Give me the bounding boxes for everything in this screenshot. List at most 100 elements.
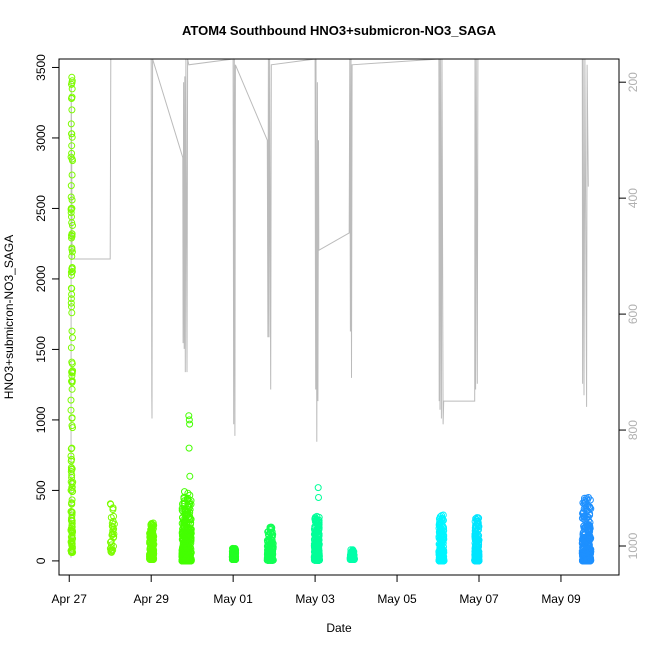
data-point xyxy=(265,528,272,536)
x-tick-label: May 01 xyxy=(213,592,253,606)
chart-title: ATOM4 Southbound HNO3+submicron-NO3_SAGA xyxy=(182,23,497,38)
data-point xyxy=(181,546,188,554)
data-point xyxy=(110,525,118,533)
data-point xyxy=(67,295,75,303)
data-point xyxy=(587,505,595,513)
scatter-points-layer xyxy=(67,73,595,565)
data-point xyxy=(437,531,445,539)
data-point xyxy=(68,142,76,150)
data-point xyxy=(583,494,591,502)
data-point xyxy=(180,554,188,562)
data-point xyxy=(68,528,76,536)
x-tick-label: May 05 xyxy=(377,592,417,606)
data-point xyxy=(67,452,75,460)
data-point xyxy=(68,77,76,85)
data-point xyxy=(438,557,446,565)
pressure-trace-layer xyxy=(70,58,589,558)
data-point xyxy=(109,504,117,512)
point-cluster xyxy=(178,412,195,565)
data-point xyxy=(68,271,75,279)
data-point xyxy=(185,504,193,512)
data-point xyxy=(68,542,76,550)
secondary-y-axis: 200 400 600 800 1000 xyxy=(619,72,640,559)
x-tick-label: Apr 27 xyxy=(52,592,88,606)
data-point xyxy=(68,171,76,179)
data-point xyxy=(67,299,75,307)
data-point xyxy=(267,536,275,544)
data-point xyxy=(107,541,115,549)
y-tick-label: 3000 xyxy=(34,124,48,151)
data-point xyxy=(184,496,192,504)
y2-tick-label: 600 xyxy=(626,304,640,324)
data-point xyxy=(179,535,187,543)
data-point xyxy=(68,414,76,422)
data-point xyxy=(579,529,587,537)
data-point xyxy=(315,556,323,564)
data-point xyxy=(581,498,589,506)
data-point xyxy=(582,542,590,550)
data-point xyxy=(68,309,76,317)
data-point xyxy=(312,555,320,563)
data-point xyxy=(68,385,76,393)
data-point xyxy=(315,534,323,542)
data-point xyxy=(475,523,483,531)
data-point xyxy=(68,230,76,238)
data-point xyxy=(68,234,75,242)
data-point xyxy=(311,513,319,521)
data-point xyxy=(181,549,188,557)
data-point xyxy=(438,552,446,559)
data-point xyxy=(69,334,76,342)
data-point xyxy=(68,244,76,252)
data-point xyxy=(315,494,322,501)
data-point xyxy=(584,557,592,564)
data-point xyxy=(181,526,189,534)
data-point xyxy=(67,547,75,555)
data-point xyxy=(68,73,76,81)
data-point xyxy=(67,193,75,201)
data-point xyxy=(69,222,76,229)
data-point xyxy=(180,557,188,565)
data-point xyxy=(68,268,76,275)
pressure-line xyxy=(70,58,589,558)
data-point xyxy=(68,455,76,463)
x-tick-label: May 03 xyxy=(295,592,335,606)
data-point xyxy=(68,130,75,138)
data-point xyxy=(68,290,76,298)
data-point xyxy=(67,508,75,515)
point-cluster xyxy=(263,523,277,564)
data-point xyxy=(67,396,75,404)
data-point xyxy=(69,367,77,375)
y-tick-label: 0 xyxy=(34,557,48,564)
data-point xyxy=(580,556,588,564)
data-point xyxy=(68,369,76,377)
y-tick-label: 3500 xyxy=(34,54,48,81)
data-point xyxy=(436,544,444,552)
x-tick-label: May 07 xyxy=(459,592,499,606)
data-point xyxy=(68,248,76,256)
data-point xyxy=(107,543,115,551)
y-tick-label: 1500 xyxy=(34,336,48,363)
data-point xyxy=(107,500,115,508)
data-point xyxy=(349,546,357,554)
data-point xyxy=(184,489,192,497)
data-point xyxy=(68,106,76,114)
data-point xyxy=(68,95,76,102)
data-point xyxy=(68,444,76,452)
y2-tick-label: 1000 xyxy=(626,532,640,559)
data-point xyxy=(68,378,76,386)
data-point xyxy=(348,551,356,559)
data-point xyxy=(474,546,482,553)
data-point xyxy=(68,327,76,335)
x-axis-label: Date xyxy=(326,621,352,635)
data-point xyxy=(474,553,482,561)
data-point xyxy=(439,537,447,545)
y2-tick-label: 200 xyxy=(626,72,640,92)
data-point xyxy=(439,515,446,523)
data-point xyxy=(108,548,116,556)
point-cluster xyxy=(435,511,448,565)
data-point xyxy=(68,358,76,366)
data-point xyxy=(438,548,446,556)
data-point xyxy=(181,506,189,514)
plot-frame xyxy=(58,58,620,576)
data-point xyxy=(68,514,76,522)
